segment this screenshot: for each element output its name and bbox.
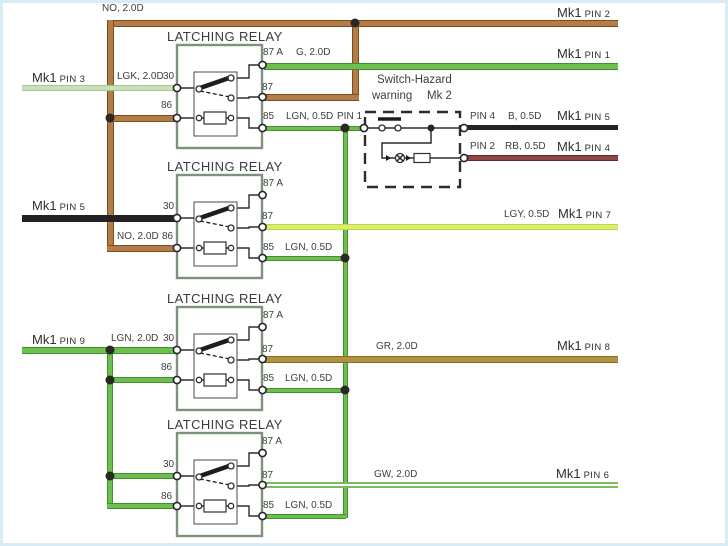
relay3-85-wire-label: LGN, 0.5D [285,373,333,384]
hazard-pin4-wire-label: B, 0.5D [508,111,542,122]
hazard-title-line2: warning [372,90,413,102]
relay2-title: LATCHING RELAY [167,159,283,174]
relay1-87a-wire-label: G, 2.0D [296,47,331,58]
relay-2 [173,175,266,278]
relay4-87a-label: 87 A [262,436,283,447]
relay3-30-label: 30 [163,333,175,344]
label-mk1-pin5-left: Mk1 PIN 5 [32,198,86,213]
relay-1 [173,45,266,148]
wire-lgy-relay2-87 [264,224,618,230]
hazard-pin2-wire-label: RB, 0.5D [505,141,546,152]
wire-g-relay1-87a [264,63,618,70]
wire-lgn-relay3-85 [264,388,346,393]
relay4-30-label: 30 [163,459,175,470]
relay4-title: LATCHING RELAY [167,417,283,432]
hazard-pin1-label: PIN 1 [337,111,363,122]
relay4-87-label: 87 [262,470,274,481]
relay2-87-label: 87 [262,211,274,222]
wire-lgn-relay4-85 [264,514,346,519]
wire-no-to-relay1-86 [107,115,177,122]
wire-b-relay2-30 [22,215,177,222]
wire-relay1-87-vertical [352,23,359,99]
relay3-30-wire-label: LGN, 2.0D [111,333,159,344]
wire-no-left-vertical [107,20,114,249]
relay4-85-label: 85 [263,500,275,511]
wire-lgk-relay1-30 [22,85,177,91]
relay1-87-label: 87 [262,82,274,93]
relay4-87-wire-label: GW, 2.0D [374,469,418,480]
hazard-unit-label: Mk 2 [427,90,452,102]
relay2-87-wire-label: LGY, 0.5D [504,209,550,220]
relay2-86-label: 86 [162,231,174,242]
relay1-85-label: 85 [263,111,275,122]
wire-lgn-right-vertical [343,126,348,518]
relay1-85-wire-label: LGN, 0.5D [286,111,334,122]
wire-gw-relay4-87 [264,482,618,488]
relay4-86-label: 86 [161,491,173,502]
relay-4 [173,433,266,536]
wire-rb-hazard-pin2 [467,155,618,161]
relay2-87a-label: 87 A [263,178,284,189]
label-mk1-pin9: Mk1 PIN 9 [32,332,86,347]
relay1-30-label: 30 [163,71,175,82]
wire-lgn-relay3-30 [22,347,177,354]
label-mk1-pin2: Mk1 PIN 2 [557,5,611,20]
hazard-pin4-label: PIN 4 [470,111,496,122]
hazard-title-line1: Switch-Hazard [377,74,452,86]
wire-no-top [107,20,618,27]
relay4-85-wire-label: LGN, 0.5D [285,500,333,511]
wire-lgn-relay4-30 [107,473,177,479]
wire-lgn-left-vertical [107,350,113,507]
relay3-86-label: 86 [161,362,173,373]
relay1-87a-label: 87 A [263,47,284,58]
wire-lgn-relay1-85 [264,126,363,131]
wire-lgn-relay4-86 [107,503,177,509]
label-mk1-pin3: Mk1 PIN 3 [32,70,86,85]
wire-no-to-relay2-86 [107,245,177,252]
relay2-86-wire-label: NO, 2.0D [117,231,159,242]
relay1-30-wire-label: LGK, 2.0D [117,71,164,82]
lamp-icon [394,152,406,164]
wire-lgn-relay2-85 [264,256,346,261]
relay3-title: LATCHING RELAY [167,291,283,306]
relay3-87-wire-label: GR, 2.0D [376,341,418,352]
relay3-85-label: 85 [263,373,275,384]
label-mk1-pin7: Mk1 PIN 7 [558,206,612,221]
relay2-85-label: 85 [263,242,275,253]
relay1-86-label: 86 [161,100,173,111]
wire-relay1-87 [264,94,359,101]
relay2-30-label: 30 [163,201,175,212]
label-mk1-pin4: Mk1 PIN 4 [557,139,611,154]
wire-b-hazard-pin4 [467,125,618,130]
relay1-title: LATCHING RELAY [167,29,283,44]
relay3-87a-label: 87 A [263,310,284,321]
wire-lgn-relay3-86 [107,377,177,383]
hazard-switch-box [359,110,469,189]
hazard-pin2-label: PIN 2 [470,141,496,152]
relay-3 [173,307,266,410]
label-mk1-pin1: Mk1 PIN 1 [557,46,611,61]
relay3-87-label: 87 [262,344,274,355]
label-mk1-pin5-right: Mk1 PIN 5 [557,108,611,123]
label-mk1-pin8: Mk1 PIN 8 [557,338,611,353]
resistor-icon [413,152,431,164]
relay2-85-wire-label: LGN, 0.5D [285,242,333,253]
label-no-top: NO, 2.0D [102,3,144,14]
label-mk1-pin6: Mk1 PIN 6 [556,466,610,481]
wire-gr-relay3-87 [264,356,618,363]
